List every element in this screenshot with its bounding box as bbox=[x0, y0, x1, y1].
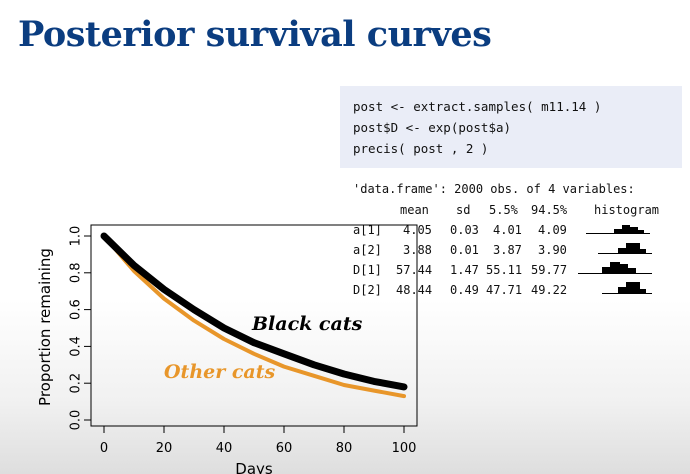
row-hi: 3.90 bbox=[538, 243, 567, 257]
y-axis: 0.0 0.2 0.4 0.6 0.8 1.0 bbox=[69, 226, 91, 431]
series-line-black-cats bbox=[100, 232, 408, 391]
row-hi: 4.09 bbox=[538, 223, 567, 237]
row-lo: 3.87 bbox=[493, 243, 522, 257]
series-label-black-cats: Black cats bbox=[251, 313, 363, 335]
x-tick-label: 40 bbox=[216, 441, 233, 456]
x-axis-label: Days bbox=[235, 460, 273, 474]
row-lo: 4.01 bbox=[493, 223, 522, 237]
row-name: a[2] bbox=[353, 243, 382, 257]
column-header-sd: sd bbox=[456, 203, 471, 217]
column-header-lo: 5.5% bbox=[489, 203, 518, 217]
y-axis-label: Proportion remaining bbox=[36, 248, 54, 406]
y-tick-label: 0.4 bbox=[69, 336, 84, 357]
row-hi: 59.77 bbox=[531, 263, 568, 277]
x-tick-label: 100 bbox=[392, 441, 417, 456]
row-name: D[1] bbox=[353, 263, 382, 277]
x-tick-label: 0 bbox=[100, 441, 108, 456]
column-header-histogram: histogram bbox=[594, 203, 660, 217]
x-axis: 0 20 40 60 80 100 bbox=[100, 426, 417, 456]
slide-title: Posterior survival curves bbox=[18, 14, 492, 55]
code-block: post <- extract.samples( m11.14 ) post$D… bbox=[340, 86, 682, 168]
y-tick-label: 0.2 bbox=[69, 373, 84, 394]
series-layer bbox=[100, 232, 408, 399]
precis-header: 'data.frame': 2000 obs. of 4 variables: bbox=[353, 182, 635, 196]
histogram-sparkline bbox=[598, 243, 652, 254]
x-tick-label: 20 bbox=[156, 441, 173, 456]
row-name: a[1] bbox=[353, 223, 382, 237]
row-sd: 0.01 bbox=[450, 243, 479, 257]
x-tick-label: 80 bbox=[336, 441, 353, 456]
y-tick-label: 0.8 bbox=[69, 262, 84, 283]
row-mean: 57.44 bbox=[396, 263, 433, 277]
y-tick-label: 0.6 bbox=[69, 299, 84, 320]
histogram-sparkline bbox=[578, 262, 652, 274]
row-lo: 55.11 bbox=[486, 263, 523, 277]
row-name: D[2] bbox=[353, 283, 382, 297]
y-tick-label: 1.0 bbox=[69, 226, 84, 247]
column-header-hi: 94.5% bbox=[531, 203, 568, 217]
row-sd: 0.49 bbox=[450, 283, 479, 297]
histogram-sparkline bbox=[586, 225, 650, 234]
row-hi: 49.22 bbox=[531, 283, 568, 297]
row-mean: 48.44 bbox=[396, 283, 433, 297]
y-tick-label: 0.0 bbox=[69, 410, 84, 431]
row-lo: 47.71 bbox=[486, 283, 523, 297]
plot-frame bbox=[90, 224, 418, 427]
x-tick-label: 60 bbox=[276, 441, 293, 456]
series-label-other-cats: Other cats bbox=[164, 361, 276, 383]
code-line: post$D <- exp(post$a) bbox=[353, 120, 512, 135]
column-header-mean: mean bbox=[400, 203, 429, 217]
code-line: precis( post , 2 ) bbox=[353, 141, 489, 156]
code-line: post <- extract.samples( m11.14 ) bbox=[353, 99, 602, 114]
sparkline-histograms bbox=[578, 225, 652, 294]
series-line-other-cats bbox=[102, 234, 406, 399]
row-sd: 1.47 bbox=[450, 263, 479, 277]
histogram-sparkline bbox=[602, 282, 652, 294]
row-sd: 0.03 bbox=[450, 223, 479, 237]
